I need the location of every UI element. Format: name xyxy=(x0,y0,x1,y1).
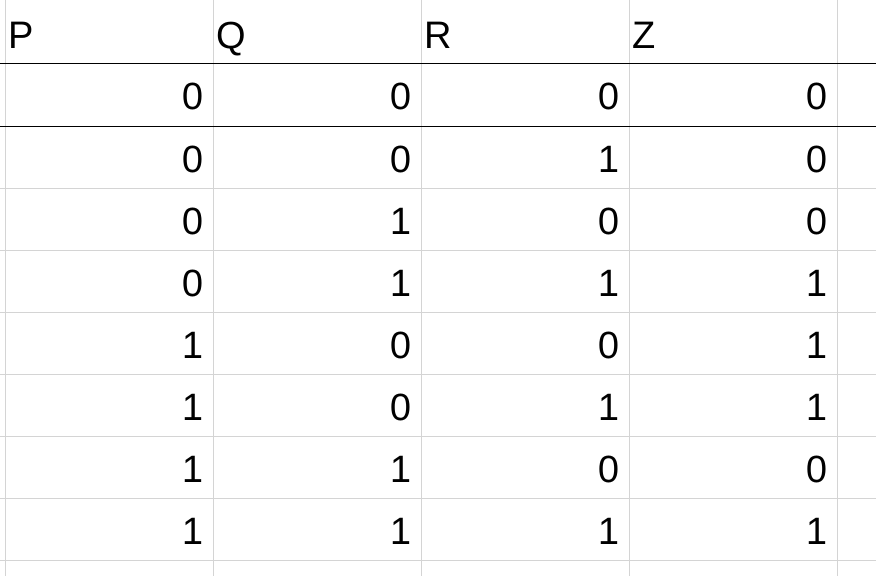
table-cell[interactable]: 1 xyxy=(6,375,214,436)
table-cell[interactable]: 0 xyxy=(422,437,630,498)
table-cell[interactable]: 1 xyxy=(422,499,630,560)
table-row: 1 1 0 0 xyxy=(0,437,876,499)
row-header-cell xyxy=(0,0,6,63)
table-row: 0 1 1 1 xyxy=(0,251,876,313)
table-cell[interactable]: 0 xyxy=(422,189,630,250)
table-cell[interactable]: 1 xyxy=(630,313,838,374)
empty-cell[interactable] xyxy=(838,375,876,436)
table-row: 1 0 1 1 xyxy=(0,375,876,437)
table-cell[interactable]: 0 xyxy=(630,437,838,498)
empty-cell[interactable] xyxy=(838,0,876,63)
empty-cell[interactable] xyxy=(838,561,876,576)
empty-cell[interactable] xyxy=(838,251,876,312)
table-cell[interactable]: 0 xyxy=(6,127,214,188)
table-row: 0 0 1 0 xyxy=(0,127,876,189)
table-cell[interactable]: 1 xyxy=(214,251,422,312)
table-cell[interactable]: 0 xyxy=(6,189,214,250)
table-cell[interactable]: 1 xyxy=(214,189,422,250)
table-cell[interactable]: 1 xyxy=(214,437,422,498)
empty-cell[interactable] xyxy=(838,127,876,188)
table-row xyxy=(0,561,876,576)
header-cell-p[interactable]: P xyxy=(6,0,214,63)
table-cell[interactable]: 1 xyxy=(422,251,630,312)
table-row: 1 1 1 1 xyxy=(0,499,876,561)
header-cell-q[interactable]: Q xyxy=(214,0,422,63)
table-cell[interactable]: 0 xyxy=(630,64,838,126)
empty-cell[interactable] xyxy=(838,499,876,560)
empty-cell[interactable] xyxy=(838,189,876,250)
table-cell[interactable]: 0 xyxy=(214,64,422,126)
table-row: 0 0 0 0 xyxy=(0,64,876,127)
row-header-cell xyxy=(0,375,6,436)
table-cell[interactable]: 0 xyxy=(214,127,422,188)
row-header-cell xyxy=(0,561,6,576)
empty-cell[interactable] xyxy=(422,561,630,576)
table-row: 0 1 0 0 xyxy=(0,189,876,251)
row-header-cell xyxy=(0,251,6,312)
table-cell[interactable]: 1 xyxy=(422,127,630,188)
table-cell[interactable]: 1 xyxy=(630,375,838,436)
empty-cell[interactable] xyxy=(838,437,876,498)
row-header-cell xyxy=(0,499,6,560)
row-header-cell xyxy=(0,64,6,126)
row-header-cell xyxy=(0,127,6,188)
table-cell[interactable]: 0 xyxy=(6,251,214,312)
table-cell[interactable]: 0 xyxy=(214,375,422,436)
row-header-cell xyxy=(0,313,6,374)
header-cell-r[interactable]: R xyxy=(422,0,630,63)
table-cell[interactable]: 0 xyxy=(630,189,838,250)
table-cell[interactable]: 1 xyxy=(6,313,214,374)
table-cell[interactable]: 0 xyxy=(6,64,214,126)
table-cell[interactable]: 1 xyxy=(422,375,630,436)
table-cell[interactable]: 1 xyxy=(214,499,422,560)
empty-cell[interactable] xyxy=(838,64,876,126)
table-row: 1 0 0 1 xyxy=(0,313,876,375)
table-cell[interactable]: 0 xyxy=(214,313,422,374)
table-cell[interactable]: 1 xyxy=(6,499,214,560)
table-cell[interactable]: 0 xyxy=(422,64,630,126)
empty-cell[interactable] xyxy=(214,561,422,576)
table-cell[interactable]: 0 xyxy=(630,127,838,188)
empty-cell[interactable] xyxy=(630,561,838,576)
table-cell[interactable]: 1 xyxy=(630,499,838,560)
table-cell[interactable]: 1 xyxy=(630,251,838,312)
row-header-cell xyxy=(0,189,6,250)
empty-cell[interactable] xyxy=(838,313,876,374)
empty-cell[interactable] xyxy=(6,561,214,576)
table-cell[interactable]: 0 xyxy=(422,313,630,374)
header-cell-z[interactable]: Z xyxy=(630,0,838,63)
table-cell[interactable]: 1 xyxy=(6,437,214,498)
header-row: P Q R Z xyxy=(0,0,876,64)
row-header-cell xyxy=(0,437,6,498)
